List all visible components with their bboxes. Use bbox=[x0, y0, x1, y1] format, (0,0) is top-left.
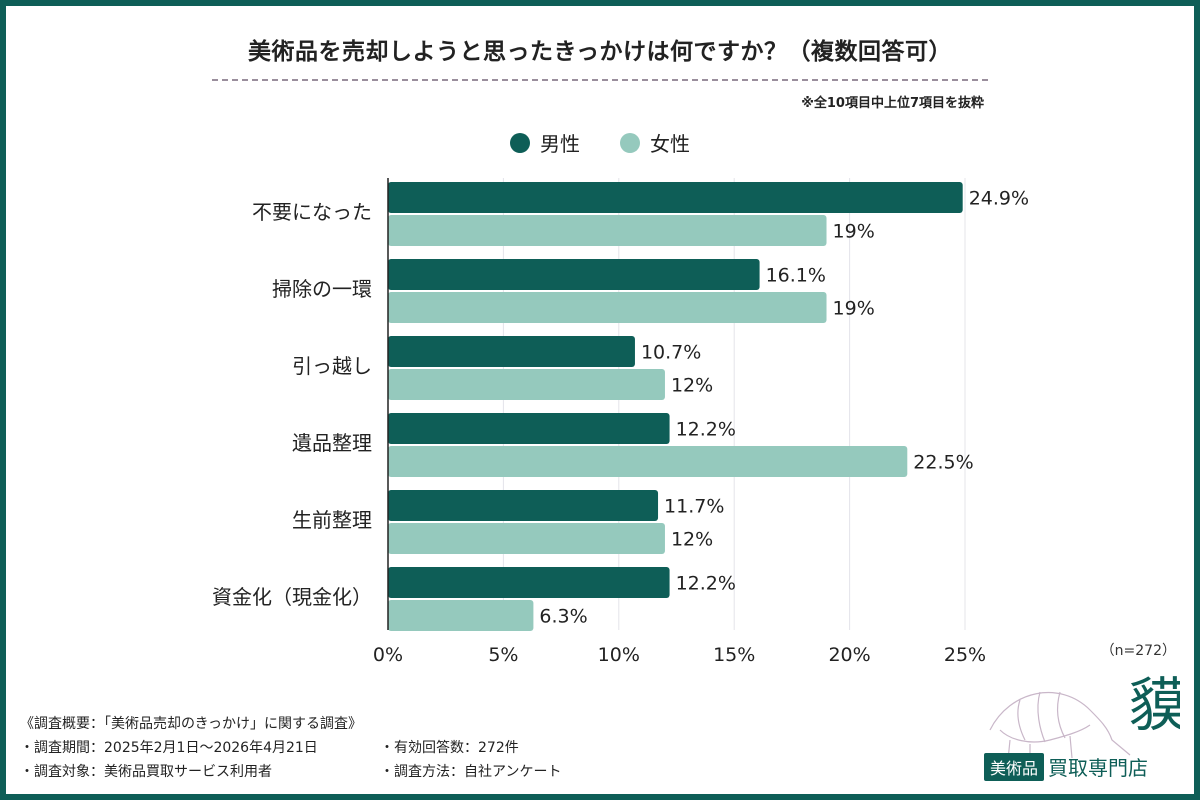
bar-female bbox=[388, 215, 827, 246]
category-label: 生前整理 bbox=[292, 508, 372, 532]
bar-male bbox=[388, 182, 963, 213]
survey-row-2: ・調査対象：美術品買取サービス利用者 ・調査方法：自社アンケート bbox=[20, 760, 620, 784]
sample-size: （n=272） bbox=[1100, 643, 1176, 659]
survey-summary: 《調査概要：「美術品売却のきっかけ」に関する調査》 ・調査期間：2025年2月1… bbox=[20, 712, 620, 784]
selection-note: ※全10項目中上位7項目を抜粋 bbox=[801, 96, 984, 111]
data-label: 10.7% bbox=[641, 342, 701, 364]
survey-heading: 《調査概要：「美術品売却のきっかけ」に関する調査》 bbox=[20, 716, 363, 732]
data-label: 12.2% bbox=[676, 419, 736, 441]
category-label: 引っ越し bbox=[292, 354, 372, 378]
x-tick-label: 15% bbox=[713, 644, 755, 666]
chart-title: 美術品を売却しようと思ったきっかけは何ですか？（複数回答可） bbox=[247, 39, 953, 65]
survey-method: ・調査方法：自社アンケート bbox=[380, 764, 562, 780]
category-label: 遺品整理 bbox=[292, 431, 372, 455]
data-label: 19% bbox=[833, 298, 875, 320]
x-tick-label: 20% bbox=[828, 644, 870, 666]
x-tick-label: 10% bbox=[598, 644, 640, 666]
anteater-icon bbox=[989, 691, 1131, 762]
legend-swatch-female bbox=[620, 132, 640, 153]
legend-swatch-male bbox=[510, 132, 530, 153]
x-tick-label: 0% bbox=[373, 644, 403, 666]
survey-target: ・調査対象：美術品買取サービス利用者 bbox=[20, 764, 272, 780]
x-tick-label: 5% bbox=[488, 644, 518, 666]
category-label: 資金化（現金化） bbox=[212, 585, 372, 609]
title-divider bbox=[212, 79, 988, 81]
category-label: 不要になった bbox=[252, 200, 372, 224]
legend: 男性 女性 bbox=[0, 128, 1200, 157]
data-label: 6.3% bbox=[539, 606, 587, 628]
data-label: 12.2% bbox=[676, 573, 736, 595]
data-label: 11.7% bbox=[664, 496, 724, 518]
bar-male bbox=[388, 490, 659, 521]
data-label: 24.9% bbox=[969, 188, 1029, 210]
bar-female bbox=[388, 600, 534, 631]
bar-male bbox=[388, 567, 670, 598]
logo-mark: 貘 bbox=[1129, 671, 1180, 739]
logo-badge: 美術品 bbox=[984, 752, 1045, 781]
bar-female bbox=[388, 292, 827, 323]
x-tick-label: 25% bbox=[944, 644, 986, 666]
data-label: 19% bbox=[833, 221, 875, 243]
bar-female bbox=[388, 523, 665, 554]
category-label: 掃除の一環 bbox=[272, 277, 372, 301]
bar-female bbox=[388, 369, 665, 400]
data-label: 12% bbox=[671, 529, 713, 551]
bar-male bbox=[388, 336, 635, 367]
logo-text: 美術品 買取専門店 bbox=[984, 752, 1148, 781]
survey-responses: ・有効回答数：272件 bbox=[380, 740, 519, 756]
survey-period: ・調査期間：2025年2月1日〜2026年4月21日 bbox=[20, 740, 318, 756]
legend-label-female: 女性 bbox=[650, 132, 690, 156]
bar-female bbox=[388, 446, 908, 477]
logo-name: 買取専門店 bbox=[1048, 756, 1149, 780]
data-label: 12% bbox=[671, 375, 713, 397]
legend-item-male: 男性 bbox=[510, 128, 580, 157]
survey-row-1: ・調査期間：2025年2月1日〜2026年4月21日 ・有効回答数：272件 bbox=[20, 736, 620, 760]
data-label: 22.5% bbox=[913, 452, 973, 474]
bar-male bbox=[388, 413, 670, 444]
legend-label-male: 男性 bbox=[540, 132, 580, 156]
legend-item-female: 女性 bbox=[620, 128, 690, 157]
brand-logo: 貘 bbox=[989, 671, 1180, 762]
data-label: 16.1% bbox=[766, 265, 826, 287]
bar-male bbox=[388, 259, 760, 290]
